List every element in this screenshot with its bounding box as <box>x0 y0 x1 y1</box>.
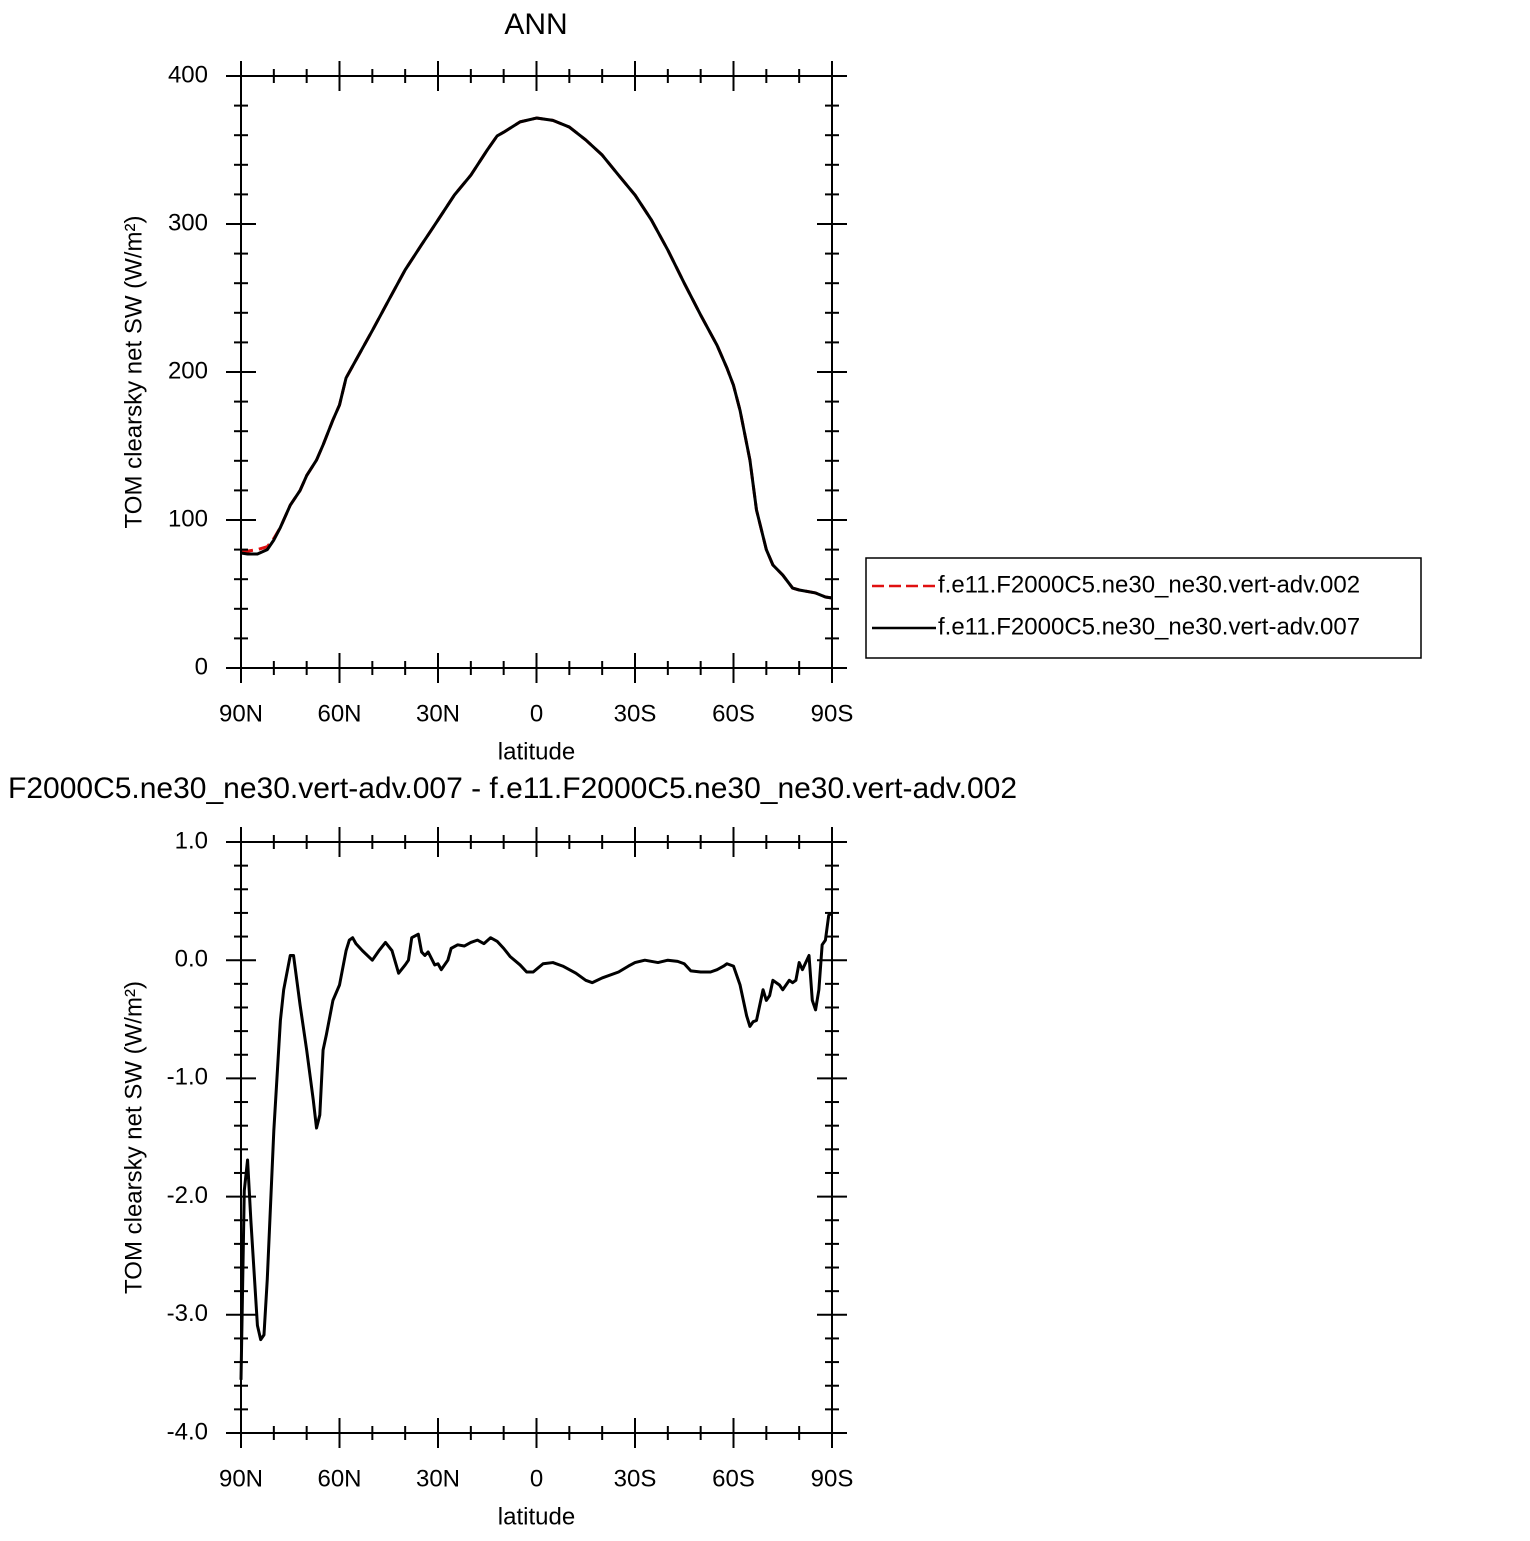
data-line <box>240 116 833 600</box>
plot-frame <box>240 75 833 669</box>
y-tick-label: 400 <box>168 61 208 88</box>
y-tick-label: -4.0 <box>167 1418 208 1445</box>
chart-title: ANN <box>504 8 567 41</box>
y-tick-label: 100 <box>168 505 208 532</box>
y-tick-label: -1.0 <box>167 1064 208 1091</box>
legend-label: f.e11.F2000C5.ne30_ne30.vert-adv.002 <box>938 571 1360 598</box>
x-tick-label: 60N <box>317 700 361 727</box>
x-tick-label: 30S <box>614 700 657 727</box>
x-tick-label: 30N <box>416 700 460 727</box>
x-tick-label: 60S <box>712 1465 755 1492</box>
y-axis-label: TOM clearsky net SW (W/m²) <box>120 216 147 529</box>
x-tick-label: 0 <box>530 1465 543 1492</box>
x-tick-label: 90N <box>219 1465 263 1492</box>
y-tick-label: -2.0 <box>167 1182 208 1209</box>
data-line <box>241 116 833 600</box>
x-axis-label: latitude <box>498 1503 575 1530</box>
x-tick-label: 90S <box>811 1465 854 1492</box>
x-tick-label: 90N <box>219 700 263 727</box>
x-tick-label: 30N <box>416 1465 460 1492</box>
chart-title: F2000C5.ne30_ne30.vert-adv.007 - f.e11.F… <box>8 772 1017 805</box>
data-line <box>239 911 833 1380</box>
y-axis-label: TOM clearsky net SW (W/m²) <box>120 981 147 1294</box>
y-tick-label: 200 <box>168 357 208 384</box>
x-tick-label: 30S <box>614 1465 657 1492</box>
plot-frame <box>240 841 833 1434</box>
y-tick-label: 1.0 <box>175 827 208 854</box>
y-tick-label: -3.0 <box>167 1300 208 1327</box>
y-tick-label: 0 <box>195 653 208 680</box>
y-tick-label: 300 <box>168 209 208 236</box>
legend-box <box>865 557 1422 659</box>
x-tick-label: 60S <box>712 700 755 727</box>
y-tick-label: 0.0 <box>175 946 208 973</box>
legend-label: f.e11.F2000C5.ne30_ne30.vert-adv.007 <box>938 613 1360 640</box>
x-tick-label: 90S <box>811 700 854 727</box>
x-tick-label: 60N <box>317 1465 361 1492</box>
x-axis-label: latitude <box>498 738 575 765</box>
x-tick-label: 0 <box>530 700 543 727</box>
